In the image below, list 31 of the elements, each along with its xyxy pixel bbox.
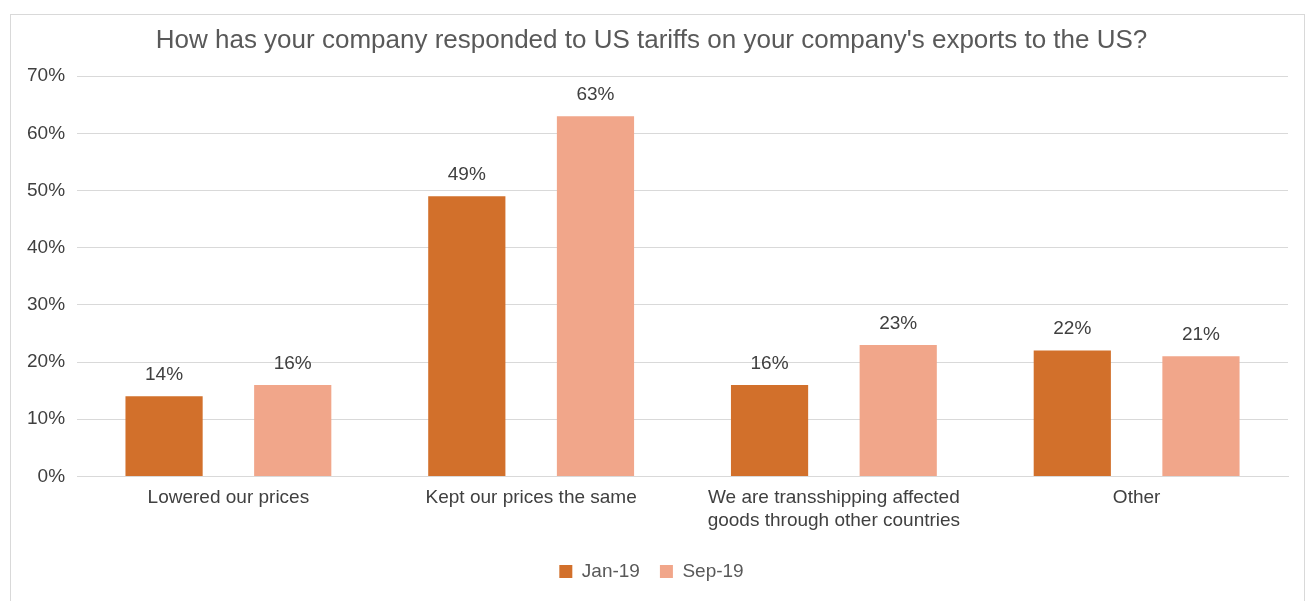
bar — [254, 384, 332, 476]
data-label: 63% — [576, 82, 615, 104]
y-tick-label: 10% — [27, 407, 66, 429]
y-tick-label: 20% — [27, 350, 66, 372]
y-tick-label: 30% — [27, 293, 66, 315]
bar — [1162, 356, 1240, 476]
data-label: 49% — [447, 162, 486, 184]
bar — [1033, 350, 1111, 476]
y-tick-label: 60% — [27, 121, 66, 143]
data-label: 16% — [273, 351, 312, 373]
legend-label: Jan-19 — [581, 559, 640, 581]
x-tick-label: We are transshipping affected goods through other countries — [707, 486, 961, 530]
data-label: 22% — [1053, 317, 1092, 339]
y-tick-label: 70% — [27, 64, 66, 86]
bar — [730, 384, 809, 476]
legend-label: Sep-19 — [682, 559, 744, 581]
x-tick-label: Other — [1112, 486, 1162, 508]
x-tick-label: Kept our prices the same — [425, 486, 637, 508]
bar — [556, 116, 635, 476]
data-label: 16% — [750, 351, 789, 373]
data-label: 21% — [1181, 323, 1221, 345]
data-label: 23% — [879, 311, 918, 333]
y-tick-label: 40% — [27, 235, 66, 257]
bar — [859, 344, 937, 476]
y-tick-label: 0% — [37, 464, 66, 486]
x-tick-label: Lowered our prices — [147, 486, 310, 508]
bar — [125, 396, 203, 476]
chart-title: How has your company responded to US tariffs on your company's exports to the US? — [155, 23, 1148, 54]
y-tick-label: 50% — [27, 178, 66, 200]
data-label: 14% — [145, 363, 184, 385]
bar — [428, 196, 506, 476]
